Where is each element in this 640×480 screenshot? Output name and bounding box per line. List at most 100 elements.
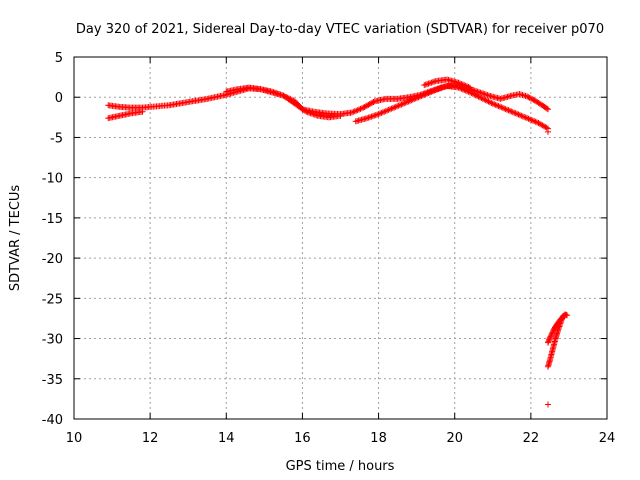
data-point-interp [514,110,521,117]
data-point-interp [370,98,377,105]
data-point-interp [458,80,465,87]
data-point-interp [362,103,369,110]
series-outliers [544,128,551,408]
data-point [421,91,428,98]
data-point-interp [274,90,281,97]
data-point-interp [357,105,364,112]
data-point-interp [509,109,516,116]
data-point-interp [504,106,511,113]
data-point-interp [311,111,318,118]
data-point [544,106,551,113]
data-point-interp [429,79,436,86]
data-point-interp [426,89,433,96]
data-point-interp [548,332,555,339]
y-tick-label: -20 [42,252,63,267]
y-tick-label: -40 [42,413,63,428]
y-tick-label: 0 [55,91,63,106]
data-point-interp [369,99,376,106]
data-point-interp [418,93,425,100]
data-point-interp [422,91,429,98]
data-point-interp [436,85,443,92]
x-tick-label: 18 [370,431,387,446]
data-point-interp [441,83,448,90]
data-point [524,115,531,122]
data-point-interp [543,124,550,131]
data-point-interp [476,94,483,101]
data-point-interp [519,113,526,120]
data-point-interp [405,98,412,105]
data-point-interp [488,99,495,106]
data-point-interp [401,100,408,107]
data-point-interp [491,101,498,108]
data-point [268,88,275,95]
data-point-interp [464,83,471,90]
data-point-interp [527,95,534,102]
chart-title: Day 320 of 2021, Sidereal Day-to-day VTE… [76,22,604,37]
data-point-interp [419,92,426,99]
data-point-interp [474,92,481,99]
data-point [560,313,567,320]
data-point-interp [485,98,492,105]
plot-frame [73,56,608,420]
data-point [512,110,519,117]
data-point-interp [307,110,314,117]
data-point-interp [459,81,466,88]
series-track-b [105,108,146,122]
data-point-interp [365,114,372,121]
data-point-interp [388,105,395,112]
data-point-interp [392,103,399,110]
data-point-interp [472,92,479,99]
data-point-interp [498,104,505,111]
data-point-interp [395,102,402,109]
plot-points [105,76,571,408]
y-tick-label: -35 [42,373,63,388]
data-point-interp [276,91,283,98]
data-point-interp [431,78,438,85]
data-point-interp [438,84,445,91]
data-point [466,84,473,91]
data-point-interp [414,94,421,101]
data-point-interp [534,119,541,126]
y-tick-label: -15 [42,212,63,227]
data-point-interp [350,108,357,115]
data-point [544,401,551,408]
data-point-interp [402,99,409,106]
data-point-interp [369,113,376,120]
data-point [386,106,393,113]
data-point [360,104,367,111]
x-axis-label: GPS time / hours [286,459,395,474]
y-axis: 5 0 -5 -10 -15 -20 -25 -30 -35 -40 [42,51,607,428]
x-tick-label: 20 [446,431,463,446]
data-point-interp [396,102,403,109]
data-point-interp [515,111,522,118]
data-point-interp [428,88,435,95]
data-point-interp [483,91,490,98]
data-point-interp [384,107,391,114]
data-point-interp [526,116,533,123]
data-point-interp [367,114,374,121]
data-point-interp [394,103,401,110]
series-track-c [223,84,344,121]
data-point [524,93,531,100]
data-point-interp [411,96,418,103]
data-point-interp [354,107,361,114]
data-point-interp [270,89,277,96]
data-point-interp [277,91,284,98]
data-point-interp [532,118,539,125]
data-point-interp [431,87,438,94]
data-point-interp [381,108,388,115]
data-point-interp [521,113,528,120]
x-tick-label: 10 [66,431,83,446]
data-point-interp [471,91,478,98]
data-point-interp [313,112,320,119]
data-point-interp [271,89,278,96]
data-point-interp [479,95,486,102]
data-point [546,334,553,341]
data-point [432,86,439,93]
data-point-interp [364,102,371,109]
y-tick-label: -10 [42,172,63,187]
x-tick-label: 24 [599,431,616,446]
data-point [139,108,146,115]
data-point-interp [481,91,488,98]
series-track-e [421,76,473,91]
